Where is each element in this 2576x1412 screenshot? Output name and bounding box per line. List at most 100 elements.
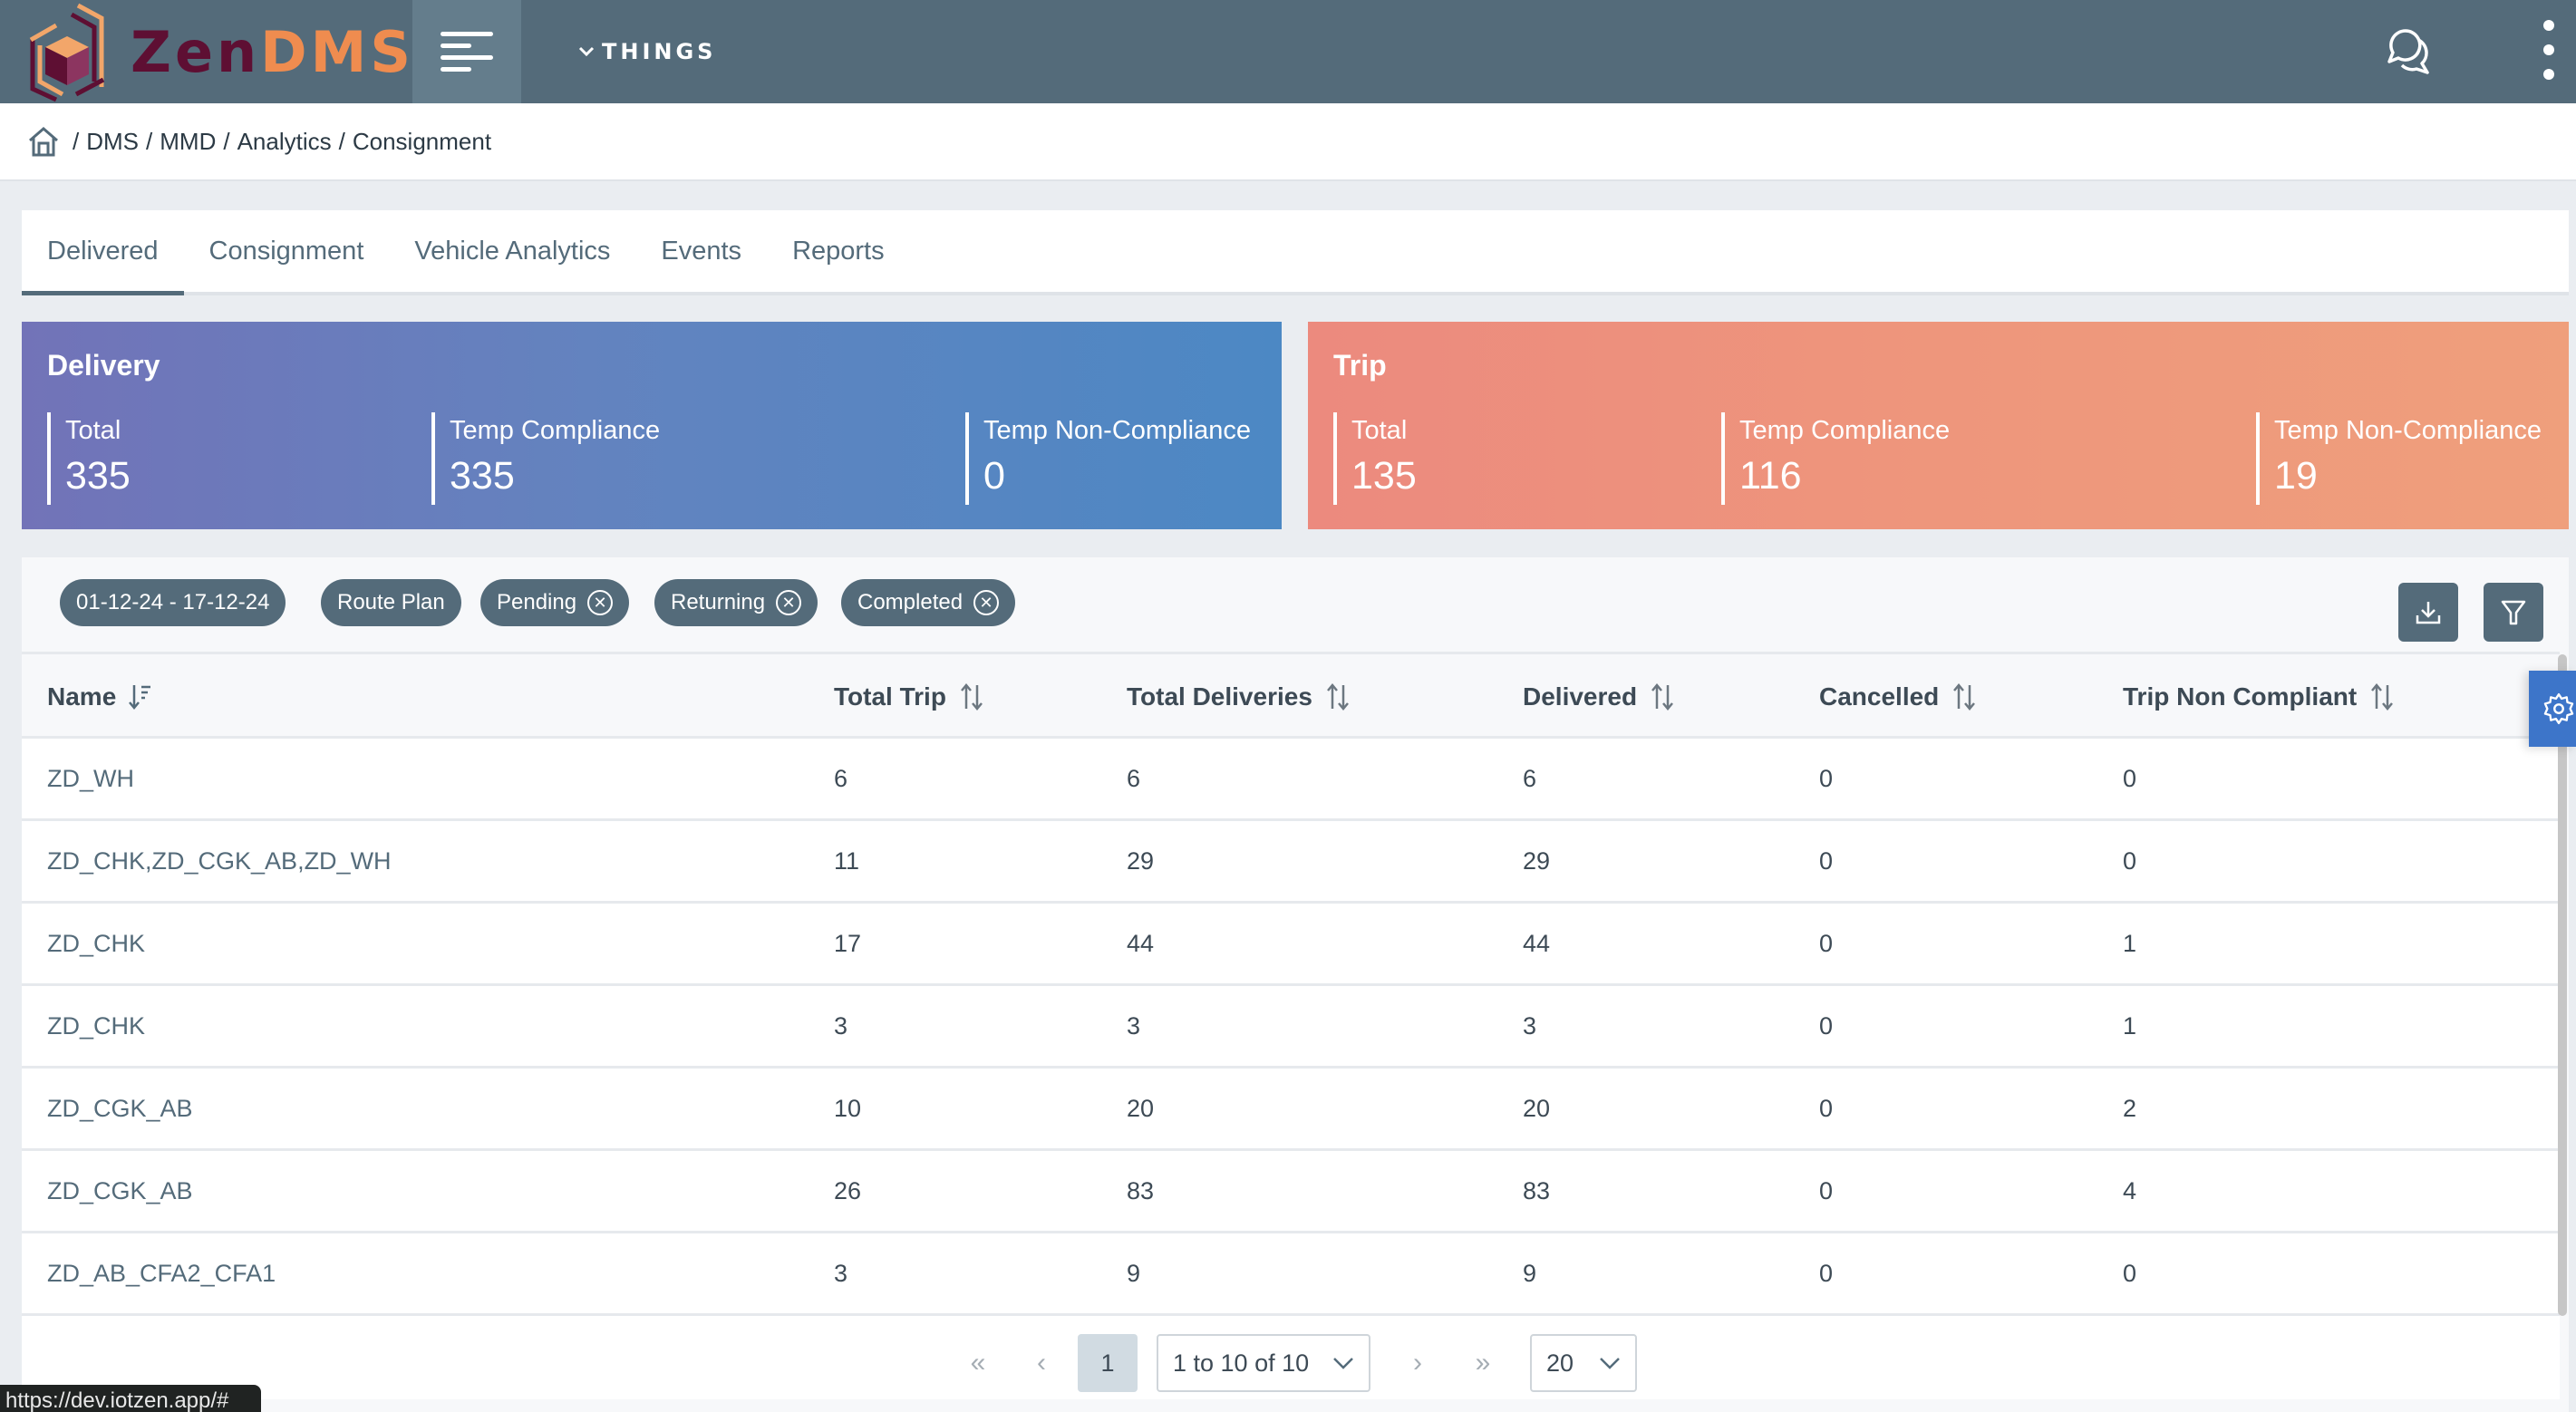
cell-name[interactable]: ZD_WH: [47, 764, 134, 792]
sort-toggle-icon[interactable]: [959, 682, 984, 711]
remove-chip-icon[interactable]: ✕: [587, 590, 614, 615]
breadcrumb-separator: /: [223, 127, 230, 155]
filter-chip-pending[interactable]: Pending ✕: [480, 579, 630, 626]
cell-cancelled: 0: [1819, 929, 1834, 957]
app-logo[interactable]: ZenDMS: [13, 0, 414, 103]
column-header-total-deliveries[interactable]: Total Deliveries: [1127, 654, 1351, 739]
stat-label: Temp Compliance: [450, 416, 661, 445]
prev-page-button[interactable]: ‹: [1037, 1348, 1046, 1378]
cell-delivered: 83: [1523, 1176, 1551, 1204]
cell-total-trip: 10: [834, 1094, 862, 1122]
cell-cancelled: 0: [1819, 1259, 1834, 1287]
stat-value: 335: [450, 454, 515, 498]
tab-reports[interactable]: Reports: [792, 236, 885, 266]
last-page-button[interactable]: »: [1475, 1348, 1491, 1378]
sort-toggle-icon[interactable]: [1951, 682, 1977, 711]
sort-toggle-icon[interactable]: [1325, 682, 1351, 711]
first-page-button[interactable]: «: [970, 1348, 986, 1378]
sidebar-toggle-button[interactable]: [412, 0, 521, 103]
page-size-label: 20: [1546, 1349, 1574, 1377]
remove-chip-icon[interactable]: ✕: [776, 590, 802, 615]
stat-value: 335: [65, 454, 131, 498]
page-range-select[interactable]: 1 to 10 of 10: [1157, 1334, 1370, 1392]
things-label: THINGS: [602, 39, 717, 64]
breadcrumb-item-consignment: Consignment: [352, 127, 492, 155]
more-menu-button[interactable]: [2538, 20, 2560, 80]
tab-events[interactable]: Events: [661, 236, 742, 266]
cell-cancelled: 0: [1819, 846, 1834, 875]
tab-delivered[interactable]: Delivered: [22, 210, 184, 295]
column-header-total-trip[interactable]: Total Trip: [834, 654, 984, 739]
cell-name[interactable]: ZD_CGK_AB: [47, 1094, 193, 1122]
table-scrollbar[interactable]: [2558, 654, 2567, 1316]
column-label: Delivered: [1523, 682, 1638, 711]
page-size-select[interactable]: 20: [1530, 1334, 1637, 1392]
stat-value: 19: [2274, 454, 2318, 498]
next-page-button[interactable]: ›: [1413, 1348, 1422, 1378]
column-header-trip-non-compliant[interactable]: Trip Non Compliant: [2123, 654, 2395, 739]
sort-toggle-icon[interactable]: [1650, 682, 1675, 711]
cell-cancelled: 0: [1819, 1176, 1834, 1204]
stat-value: 116: [1739, 454, 1802, 498]
column-label: Name: [47, 682, 117, 711]
cell-trip-non-compliant: 2: [2123, 1094, 2137, 1122]
things-dropdown[interactable]: THINGS: [578, 0, 716, 103]
filter-chip-returning[interactable]: Returning ✕: [654, 579, 818, 626]
tab-consignment[interactable]: Consignment: [208, 236, 364, 266]
cell-cancelled: 0: [1819, 1011, 1834, 1040]
cell-cancelled: 0: [1819, 1094, 1834, 1122]
table-header: Name Total Trip Total Deliveries Deliver…: [22, 654, 2560, 739]
logo-cube-icon: [29, 3, 105, 102]
stat-total: Total 135: [1333, 412, 1417, 505]
chevron-down-icon: [1600, 1358, 1620, 1369]
filter-chip-date-range[interactable]: 01-12-24 - 17-12-24: [60, 579, 286, 626]
filter-bar: 01-12-24 - 17-12-24 Route Plan Pending ✕…: [22, 557, 2560, 654]
chip-label: Pending: [497, 590, 577, 614]
settings-panel-toggle[interactable]: [2529, 671, 2576, 747]
cell-trip-non-compliant: 1: [2123, 1011, 2137, 1040]
hamburger-icon: [441, 32, 493, 72]
cell-total-trip: 26: [834, 1176, 862, 1204]
filter-button[interactable]: [2484, 583, 2543, 642]
cell-name[interactable]: ZD_AB_CFA2_CFA1: [47, 1259, 276, 1287]
cell-trip-non-compliant: 4: [2123, 1176, 2137, 1204]
chat-bubbles-icon[interactable]: [2382, 25, 2433, 76]
cell-total-trip: 17: [834, 929, 862, 957]
chevron-down-icon: [578, 46, 595, 57]
breadcrumb-item-analytics[interactable]: Analytics: [237, 127, 332, 155]
chip-label: Completed: [857, 590, 964, 614]
sort-toggle-icon[interactable]: [2369, 682, 2395, 711]
cell-total-trip: 3: [834, 1011, 848, 1040]
consignment-table-panel: 01-12-24 - 17-12-24 Route Plan Pending ✕…: [22, 557, 2569, 1412]
stat-temp-compliance: Temp Compliance 116: [1721, 412, 1950, 505]
cell-name[interactable]: ZD_CHK: [47, 929, 146, 957]
page-range-label: 1 to 10 of 10: [1173, 1349, 1310, 1377]
cell-total-trip: 3: [834, 1259, 848, 1287]
home-icon[interactable]: [27, 126, 60, 157]
sort-descending-icon[interactable]: [129, 682, 152, 711]
cell-delivered: 6: [1523, 764, 1537, 792]
column-header-name[interactable]: Name: [47, 654, 152, 739]
tab-vehicle-analytics[interactable]: Vehicle Analytics: [414, 236, 611, 266]
cell-name[interactable]: ZD_CGK_AB: [47, 1176, 193, 1204]
current-page-button[interactable]: 1: [1078, 1334, 1138, 1392]
cell-name[interactable]: ZD_CHK,ZD_CGK_AB,ZD_WH: [47, 846, 392, 875]
table-row: ZD_CHK 3 3 3 0 1: [22, 986, 2560, 1069]
column-label: Total Deliveries: [1127, 682, 1312, 711]
download-button[interactable]: [2398, 583, 2458, 642]
stat-label: Temp Non-Compliance: [2274, 416, 2542, 445]
cell-name[interactable]: ZD_CHK: [47, 1011, 146, 1040]
column-header-cancelled[interactable]: Cancelled: [1819, 654, 1977, 739]
table-row: ZD_WH 6 6 6 0 0: [22, 739, 2560, 821]
column-header-delivered[interactable]: Delivered: [1523, 654, 1675, 739]
breadcrumb-separator: /: [338, 127, 345, 155]
breadcrumb-item-mmd[interactable]: MMD: [160, 127, 217, 155]
cell-cancelled: 0: [1819, 764, 1834, 792]
cell-trip-non-compliant: 1: [2123, 929, 2137, 957]
stat-label: Total: [1351, 416, 1408, 445]
filter-chip-completed[interactable]: Completed ✕: [841, 579, 1016, 626]
remove-chip-icon[interactable]: ✕: [973, 590, 1000, 615]
breadcrumb-item-dms[interactable]: DMS: [86, 127, 140, 155]
chip-label: Returning: [671, 590, 766, 614]
filter-chip-route-plan[interactable]: Route Plan: [321, 579, 461, 626]
